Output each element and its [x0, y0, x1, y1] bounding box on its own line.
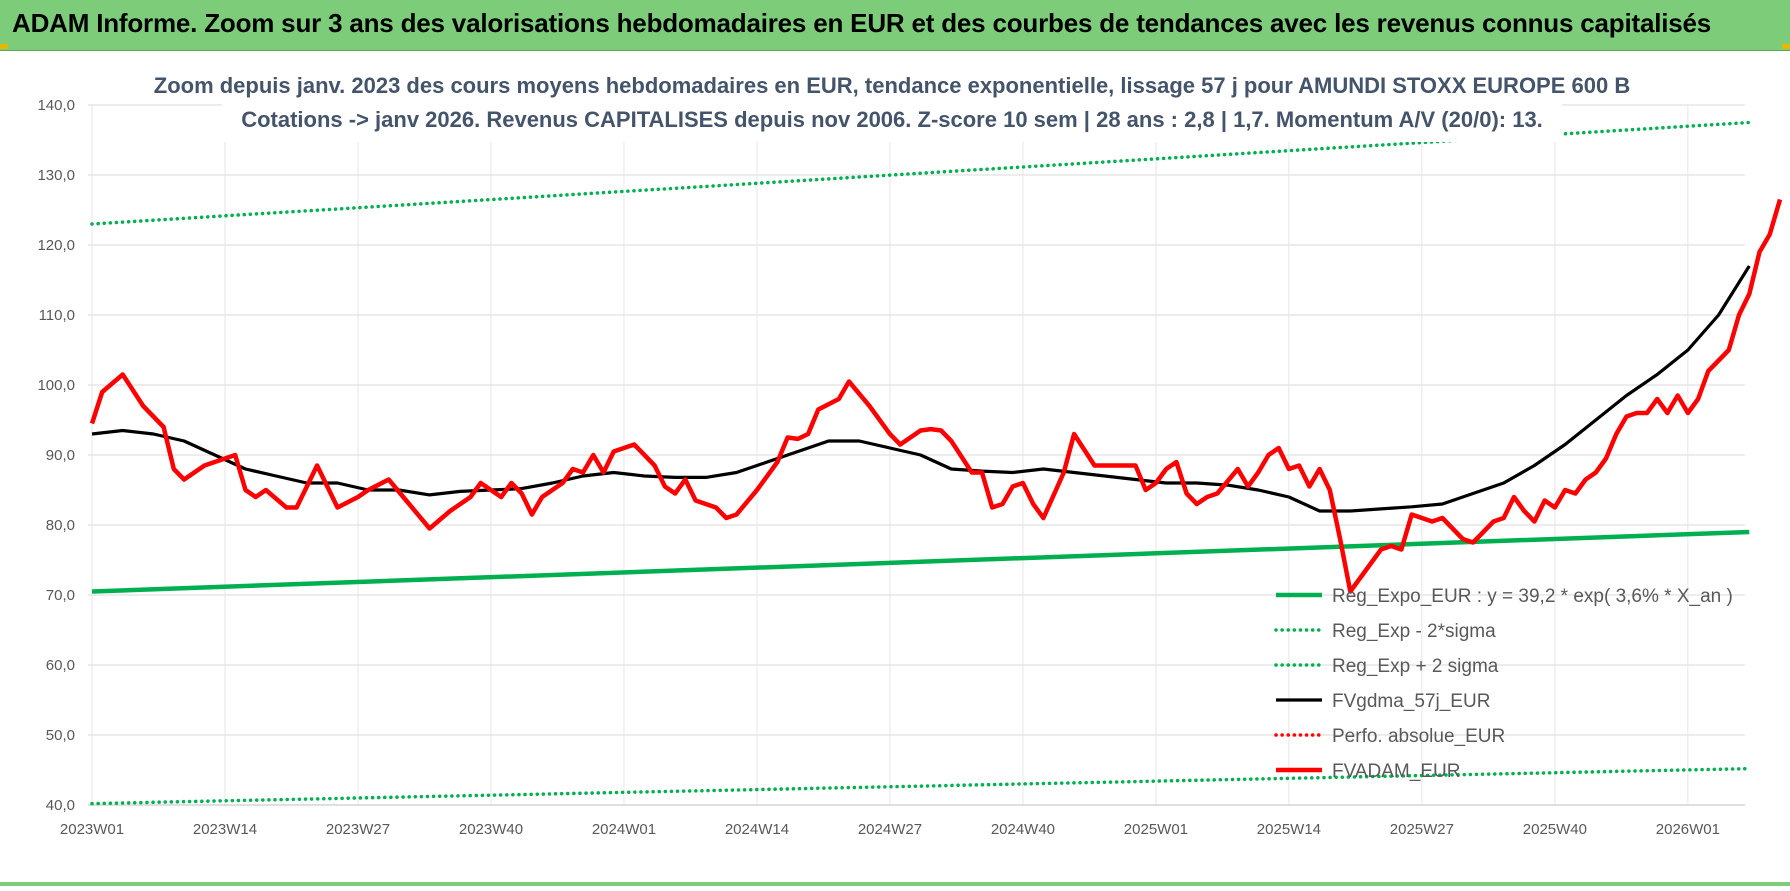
y-tick-label: 40,0 [46, 797, 75, 814]
x-tick-label: 2023W27 [326, 821, 390, 838]
y-tick-label: 80,0 [46, 517, 75, 534]
y-tick-label: 110,0 [39, 307, 75, 324]
report-title: ADAM Informe. Zoom sur 3 ans des valoris… [12, 8, 1712, 38]
chart-title-line-1: Zoom depuis janv. 2023 des cours moyens … [154, 73, 1630, 98]
x-tick-label: 2024W01 [592, 821, 656, 838]
x-tick-label: 2024W27 [858, 821, 922, 838]
legend-item-label: Reg_Exp + 2 sigma [1332, 656, 1499, 677]
x-tick-label: 2024W14 [725, 821, 789, 838]
report-header: ADAM Informe. Zoom sur 3 ans des valoris… [0, 0, 1790, 51]
x-tick-label: 2025W27 [1390, 821, 1454, 838]
x-tick-label: 2023W01 [60, 821, 124, 838]
header-right-accent [1782, 44, 1790, 49]
x-tick-label: 2025W01 [1124, 821, 1188, 838]
y-tick-label: 60,0 [46, 657, 75, 674]
series-line-4 [91, 265, 1751, 513]
chart-area: 40,0 50,0 60,0 70,0 80,0 90,0 100,0 110,0 120,0 1… [0, 50, 1790, 886]
series-line-6 [89, 198, 1783, 594]
line-chart: 40,0 50,0 60,0 70,0 80,0 90,0 100,0 110,0 120,0 1… [37, 68, 1783, 838]
chart-title-line-2: Cotations -> janv 2026. Revenus CAPITALI… [241, 107, 1543, 132]
y-tick-label: 70,0 [46, 587, 75, 604]
x-tick-label: 2023W40 [459, 821, 523, 838]
y-axis: 40,0 50,0 60,0 70,0 80,0 90,0 100,0 110,0 120,0 1… [37, 97, 75, 814]
x-axis: 2023W01 2023W14 2023W27 2023W40 2024W01 2024W… [60, 804, 1745, 838]
y-tick-label: 50,0 [46, 727, 75, 744]
legend-item-label: FVADAM_EUR [1332, 761, 1460, 782]
legend-item-label: Perfo. absolue_EUR [1332, 726, 1505, 747]
y-tick-label: 140,0 [37, 97, 75, 114]
legend-item-label: FVgdma_57j_EUR [1332, 691, 1490, 712]
y-tick-label: 90,0 [46, 447, 75, 464]
y-tick-label: 120,0 [37, 237, 75, 254]
legend-item-label: Reg_Exp - 2*sigma [1332, 621, 1496, 642]
y-tick-label: 100,0 [37, 377, 75, 394]
x-tick-label: 2025W40 [1523, 821, 1587, 838]
y-tick-label: 130,0 [37, 167, 75, 184]
chart-title-backdrop [222, 68, 1562, 142]
x-tick-label: 2026W01 [1656, 821, 1720, 838]
x-tick-label: 2023W14 [193, 821, 257, 838]
bottom-border [0, 882, 1790, 886]
header-left-accent [0, 44, 8, 49]
legend: Reg_Expo_EUR : y = 39,2 * exp( 3,6% * X_… [1268, 580, 1733, 782]
chart-title: Zoom depuis janv. 2023 des cours moyens … [154, 68, 1630, 142]
series-line-2 [90, 766, 1752, 806]
x-tick-label: 2025W14 [1257, 821, 1321, 838]
x-tick-label: 2024W40 [991, 821, 1055, 838]
legend-box [1268, 580, 1730, 777]
legend-item-label: Reg_Expo_EUR : y = 39,2 * exp( 3,6% * X_… [1332, 586, 1733, 607]
